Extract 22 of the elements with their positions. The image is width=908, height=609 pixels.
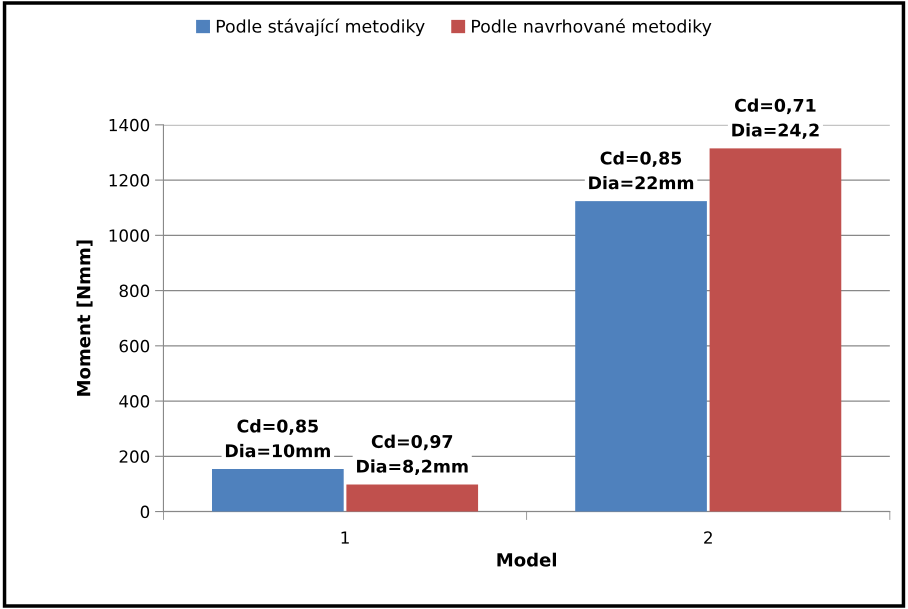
y-tick-label: 1200 — [110, 174, 150, 187]
x-tick-label: 2 — [704, 531, 712, 544]
y-axis-title: Moment [Nmm] — [76, 240, 93, 396]
bar — [710, 148, 842, 512]
bar — [346, 484, 478, 512]
data-label: Cd=0,85 Dia=22mm — [589, 151, 694, 190]
y-tick-label: 400 — [119, 395, 150, 408]
data-label: Cd=0,97 Dia=8,2mm — [357, 434, 468, 476]
y-tick-label: 0 — [140, 506, 150, 518]
y-tick-label: 800 — [120, 284, 150, 298]
bar — [212, 469, 344, 512]
y-tick-label: 1400 — [110, 118, 150, 132]
x-axis-title: Model — [497, 552, 556, 567]
legend-label: Podle stávající metodiky — [216, 18, 425, 36]
data-label: Cd=0,71 Dia=24,2 — [732, 98, 819, 139]
legend-label: Podle navrhované metodiky — [472, 18, 712, 36]
data-label: Cd=0,85 Dia=10mm — [226, 419, 330, 458]
x-tick-label: 1 — [342, 532, 349, 544]
y-tick-label: 600 — [120, 340, 150, 352]
y-tick-label: 1000 — [110, 229, 150, 242]
y-tick-label: 200 — [120, 450, 150, 463]
bar — [575, 201, 707, 512]
